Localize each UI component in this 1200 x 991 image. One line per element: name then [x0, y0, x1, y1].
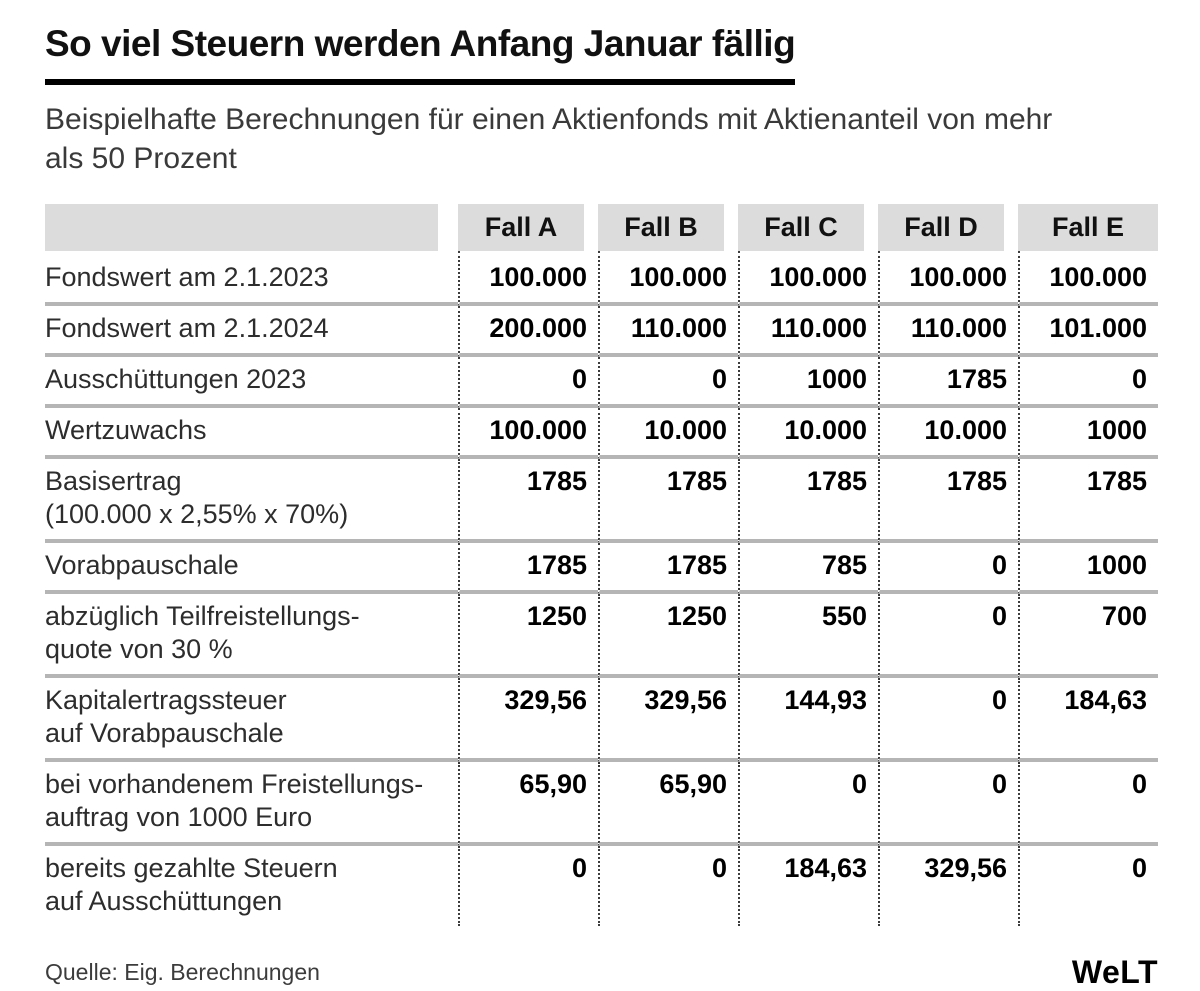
row-label: Wertzuwachs — [45, 408, 458, 459]
value-cell: 184,63 — [738, 845, 878, 926]
table-row: Ausschüttungen 2023 0 0 1000 1785 0 — [45, 356, 1158, 408]
value-cell: 0 — [878, 677, 1018, 762]
row-label: Vorabpauschale — [45, 543, 458, 594]
value-cell: 110.000 — [738, 305, 878, 357]
row-label: bei vorhandenem Freistellungs-auftrag vo… — [45, 762, 458, 846]
table-row: Fondswert am 2.1.2023 100.000 100.000 100.0… — [45, 250, 1158, 306]
value-cell: 550 — [738, 593, 878, 678]
value-cell: 65,90 — [598, 761, 738, 846]
value-cell: 0 — [878, 761, 1018, 846]
value-cell: 329,56 — [598, 677, 738, 762]
row-label: Kapitalertragssteuer auf Vorabpauschale — [45, 678, 458, 762]
row-label: abzüglich Teilfreistellungs-quote von 30… — [45, 594, 458, 678]
table-row: Basisertrag (100.000 x 2,55% x 70%) 1785 17… — [45, 458, 1158, 543]
value-cell: 10.000 — [598, 407, 738, 459]
value-cell: 100.000 — [458, 407, 598, 459]
column-header-empty — [45, 203, 458, 251]
value-cell: 200.000 — [458, 305, 598, 357]
value-cell: 100.000 — [598, 250, 738, 306]
table-row: Wertzuwachs 100.000 10.000 10.000 10.000 1000 — [45, 407, 1158, 459]
column-header-fall-d: Fall D — [878, 203, 1018, 251]
infographic: So viel Steuern werden Anfang Januar fäl… — [45, 24, 1158, 991]
value-cell: 0 — [598, 845, 738, 926]
value-cell: 700 — [1018, 593, 1158, 678]
source-note: Quelle: Eig. Berechnungen — [45, 958, 320, 985]
value-cell: 100.000 — [458, 250, 598, 306]
table-header-row: Fall A Fall B Fall C Fall D Fall E — [45, 203, 1158, 251]
value-cell: 0 — [1018, 761, 1158, 846]
value-cell: 110.000 — [598, 305, 738, 357]
footer: Quelle: Eig. Berechnungen WeLT — [45, 954, 1158, 991]
value-cell: 329,56 — [878, 845, 1018, 926]
value-cell: 0 — [458, 356, 598, 408]
column-header-fall-c: Fall C — [738, 203, 878, 251]
value-cell: 1785 — [878, 458, 1018, 543]
value-cell: 1785 — [1018, 458, 1158, 543]
value-cell: 0 — [878, 593, 1018, 678]
row-label: Basisertrag (100.000 x 2,55% x 70%) — [45, 459, 458, 543]
table-row: abzüglich Teilfreistellungs-quote von 30… — [45, 593, 1158, 678]
value-cell: 184,63 — [1018, 677, 1158, 762]
value-cell: 100.000 — [1018, 250, 1158, 306]
value-cell: 0 — [1018, 845, 1158, 926]
column-header-fall-b: Fall B — [598, 203, 738, 251]
value-cell: 1785 — [598, 542, 738, 594]
value-cell: 0 — [458, 845, 598, 926]
value-cell: 785 — [738, 542, 878, 594]
welt-logo: WeLT — [1071, 953, 1158, 990]
value-cell: 0 — [598, 356, 738, 408]
column-header-fall-a: Fall A — [458, 203, 598, 251]
table-row: bei vorhandenem Freistellungs-auftrag vo… — [45, 761, 1158, 846]
value-cell: 1785 — [458, 458, 598, 543]
value-cell: 10.000 — [738, 407, 878, 459]
value-cell: 0 — [878, 542, 1018, 594]
tax-calculation-table: Fall A Fall B Fall C Fall D Fall E Fondswert… — [45, 203, 1158, 926]
value-cell: 144,93 — [738, 677, 878, 762]
table-row: Fondswert am 2.1.2024 200.000 110.000 110.0… — [45, 305, 1158, 357]
value-cell: 101.000 — [1018, 305, 1158, 357]
value-cell: 100.000 — [738, 250, 878, 306]
table-row: Kapitalertragssteuer auf Vorabpauschale 32… — [45, 677, 1158, 762]
column-header-fall-e: Fall E — [1018, 203, 1158, 251]
value-cell: 0 — [1018, 356, 1158, 408]
value-cell: 1785 — [458, 542, 598, 594]
value-cell: 1000 — [1018, 407, 1158, 459]
value-cell: 1000 — [738, 356, 878, 408]
row-label: Ausschüttungen 2023 — [45, 357, 458, 408]
value-cell: 65,90 — [458, 761, 598, 846]
table-body: Fondswert am 2.1.2023 100.000 100.000 100.0… — [45, 250, 1158, 926]
table-row: bereits gezahlte Steuern auf Ausschüttung… — [45, 845, 1158, 926]
row-label: Fondswert am 2.1.2023 — [45, 251, 458, 306]
value-cell: 329,56 — [458, 677, 598, 762]
row-label: bereits gezahlte Steuern auf Ausschüttung… — [45, 852, 338, 916]
value-cell: 100.000 — [878, 250, 1018, 306]
value-cell: 1250 — [598, 593, 738, 678]
page-title: So viel Steuern werden Anfang Januar fäl… — [45, 24, 796, 85]
value-cell: 10.000 — [878, 407, 1018, 459]
page-subtitle: Beispielhafte Berechnungen für einen Akt… — [45, 102, 1053, 175]
value-cell: 1785 — [598, 458, 738, 543]
row-label: Fondswert am 2.1.2024 — [45, 306, 458, 357]
value-cell: 0 — [738, 761, 878, 846]
value-cell: 110.000 — [878, 305, 1018, 357]
value-cell: 1785 — [878, 356, 1018, 408]
value-cell: 1250 — [458, 593, 598, 678]
value-cell: 1785 — [738, 458, 878, 543]
value-cell: 1000 — [1018, 542, 1158, 594]
table-row: Vorabpauschale 1785 1785 785 0 1000 — [45, 542, 1158, 594]
